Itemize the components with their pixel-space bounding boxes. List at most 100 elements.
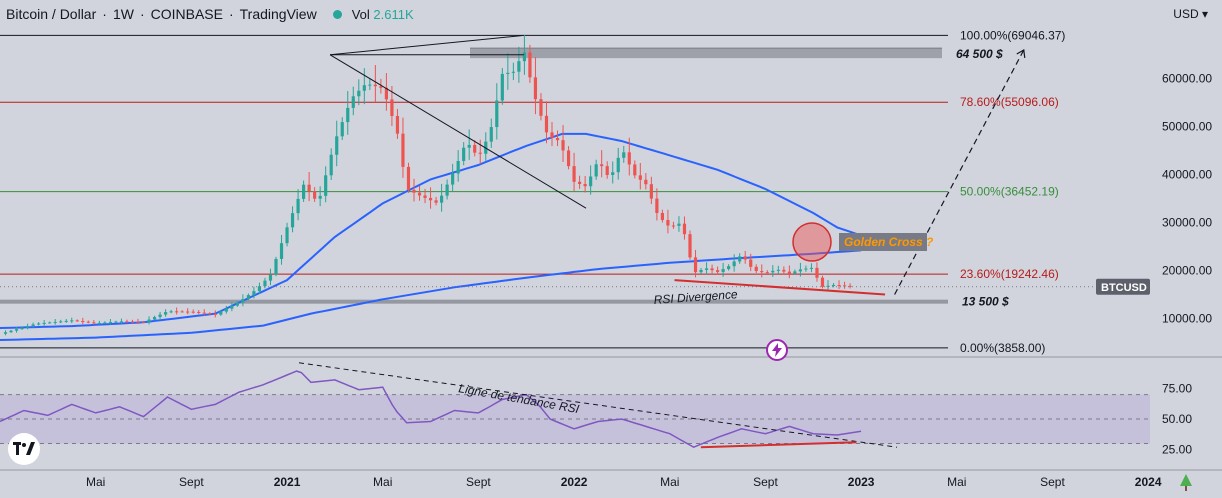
interval-label[interactable]: 1W (112, 6, 134, 22)
candle-body (704, 268, 709, 270)
candle-body (103, 322, 107, 324)
rsi-tick-label: 50.00 (1162, 412, 1192, 426)
candle-body (20, 327, 24, 330)
candle-body (782, 269, 786, 272)
candle-body (660, 212, 665, 220)
symbol-name[interactable]: Bitcoin / Dollar (6, 6, 97, 22)
candle-body (804, 268, 808, 270)
candle-body (462, 147, 466, 161)
candle-body (467, 144, 471, 148)
resistance-zone-label: 64 500 $ (956, 47, 1003, 61)
candle-body (500, 73, 504, 101)
candle-body (152, 317, 157, 320)
candle-body (14, 329, 19, 331)
candle-body (831, 284, 836, 286)
rsi-line (0, 370, 862, 449)
candle-body (395, 115, 400, 134)
time-tick-label: Mai (86, 475, 105, 489)
candle-body (384, 87, 389, 100)
time-tick-label: Sept (466, 475, 491, 489)
candle-body (671, 225, 676, 227)
separator: · (139, 6, 145, 22)
lightning-icon[interactable] (766, 339, 788, 361)
candle-body (550, 132, 554, 138)
price-tick-label: 40000.00 (1162, 168, 1212, 182)
candle-body (268, 274, 273, 281)
candle-body (59, 321, 63, 323)
candle-body (175, 311, 179, 313)
candle-body (572, 166, 576, 182)
candle-body (677, 223, 681, 226)
candle-body (517, 61, 521, 72)
candle-body (776, 269, 780, 271)
candle-body (92, 322, 96, 324)
candle-body (401, 133, 405, 167)
currency-label: USD (1173, 7, 1199, 21)
candle-body (180, 311, 184, 313)
price-tag-bg (1096, 278, 1150, 295)
candle-body (732, 261, 736, 267)
candle-body (798, 269, 803, 272)
support-zone-band (0, 299, 948, 304)
candle-body (478, 152, 482, 154)
price-tick-label: 10000.00 (1162, 311, 1212, 325)
candle-body (423, 195, 427, 198)
candle-body (578, 181, 582, 185)
candle-body (428, 197, 433, 201)
volume-value: 2.611K (373, 6, 414, 22)
fib-236-label: 23.60%(19242.46) (960, 267, 1059, 281)
candle-body (235, 302, 239, 306)
candle-body (649, 184, 653, 199)
candle-body (682, 223, 687, 235)
candle-body (324, 175, 328, 196)
candle-body (721, 269, 725, 272)
candle-body (605, 166, 609, 175)
time-tick-label: Mai (373, 475, 392, 489)
candle-body (26, 326, 30, 328)
time-tick-label: 2022 (561, 475, 588, 489)
candle-body (37, 323, 41, 325)
candle-body (31, 324, 35, 327)
candle-body (114, 321, 118, 323)
candle-body (566, 150, 571, 167)
candle-body (727, 266, 731, 270)
time-tick-label: Sept (753, 475, 778, 489)
candle-body (495, 100, 499, 128)
ma-long-line (0, 249, 862, 341)
time-tick-label: Sept (179, 475, 204, 489)
time-tick-label: 2024 (1135, 475, 1162, 489)
candle-body (627, 152, 631, 165)
tradingview-logo-icon[interactable] (8, 433, 40, 465)
candle-body (191, 311, 195, 313)
candle-body (186, 311, 190, 313)
candle-body (544, 115, 549, 133)
candle-body (230, 305, 234, 309)
candle-body (390, 99, 394, 116)
candle-body (688, 234, 692, 258)
candle-body (765, 272, 769, 274)
candle-body (771, 270, 775, 273)
chevron-down-icon: ▾ (1201, 7, 1208, 21)
candle-body (296, 198, 300, 214)
candle-body (815, 267, 819, 278)
resistance-zone-band (470, 48, 942, 59)
candle-body (125, 321, 129, 323)
separator: · (102, 6, 107, 22)
candle-body (213, 313, 217, 315)
candle-body (329, 154, 333, 176)
candle-body (638, 175, 642, 180)
candle-body (594, 164, 598, 177)
currency-selector[interactable]: USD ▾ (1173, 7, 1208, 21)
time-tick-label: 2023 (848, 475, 875, 489)
candle-body (666, 219, 670, 226)
projection-arrow-head (1016, 49, 1026, 59)
candle-body (417, 192, 422, 196)
candle-body (412, 189, 416, 193)
rsi-divergence-label: RSI Divergence (653, 287, 738, 307)
rsi-trend-line (298, 362, 898, 448)
candle-body (434, 200, 438, 203)
candle-body (522, 52, 527, 62)
candle-body (246, 295, 251, 300)
candle-body (506, 72, 510, 74)
